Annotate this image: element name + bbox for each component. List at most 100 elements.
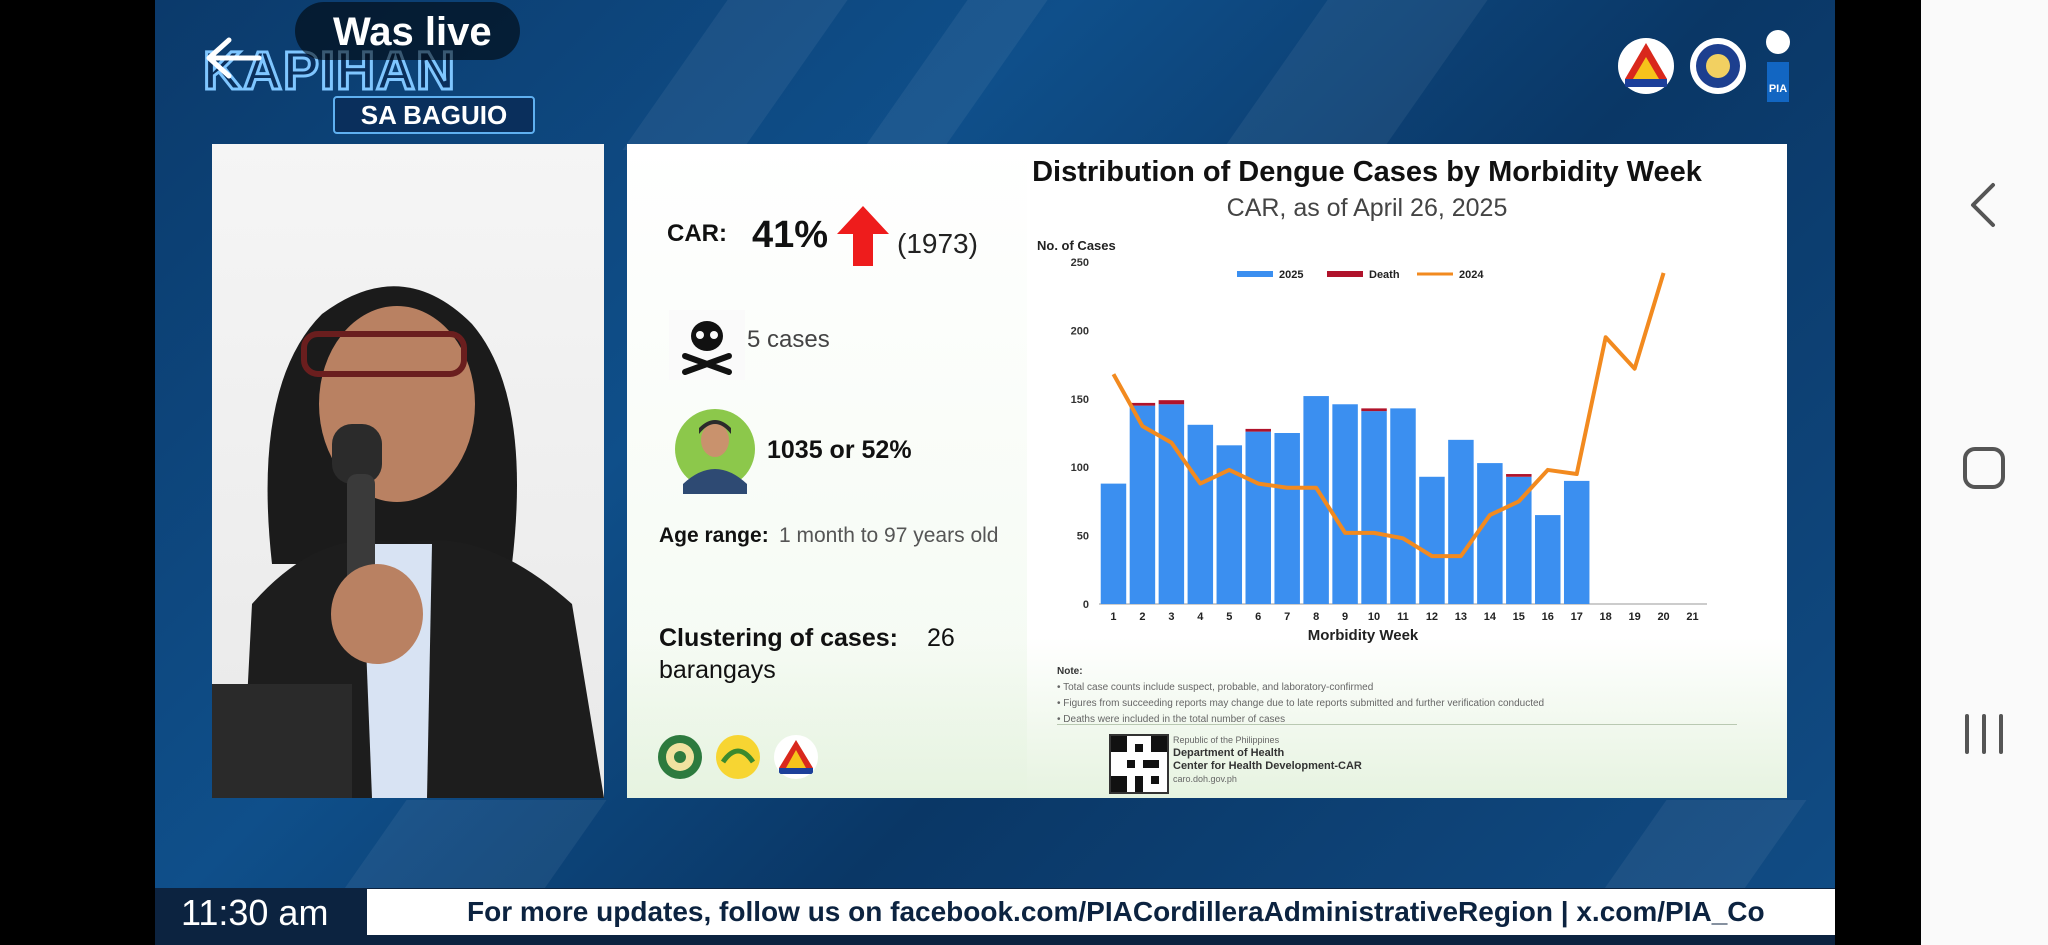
bar-death (1245, 428, 1271, 432)
bar-2025 (1129, 405, 1156, 604)
ticker-band: For more updates, follow us on facebook.… (367, 889, 1835, 935)
arrow-left-icon (206, 37, 262, 79)
video-frame[interactable]: KAPIHAN Was live SA BAGUIO PIA (155, 0, 1835, 945)
notes-title: Note: (1057, 666, 1083, 677)
live-status-pill (295, 2, 520, 60)
x-tick-label: 17 (1571, 611, 1583, 623)
bar-2025 (1100, 483, 1127, 604)
system-recents-button[interactable] (1921, 684, 2048, 784)
skull-crossbones-icon (682, 321, 732, 375)
doh-line: Department of Health (1173, 747, 1285, 759)
deaths-icon-box (669, 310, 745, 380)
system-back-button[interactable] (1921, 155, 2048, 255)
live-status-label: Was live (333, 10, 492, 54)
x-tick-label: 15 (1513, 611, 1525, 623)
bar-2025 (1448, 439, 1474, 604)
presentation-slide: CAR: 41% (1973) 5 cases 1035 or 52% Age … (627, 144, 1787, 798)
y-tick-label: 250 (1071, 257, 1089, 269)
footer-divider (1057, 724, 1737, 725)
x-tick-label: 7 (1284, 611, 1290, 623)
bar-2025 (1535, 515, 1561, 604)
bar-2025 (1332, 404, 1358, 604)
bg-stripe (343, 800, 607, 890)
y-tick-label: 50 (1077, 531, 1089, 543)
bar-2025 (1361, 411, 1387, 604)
x-tick-label: 2 (1139, 611, 1145, 623)
show-subtitle: SA BAGUIO (333, 96, 535, 134)
bagong-pilipinas-logo (1618, 38, 1674, 94)
x-axis-label: Morbidity Week (1308, 627, 1419, 644)
health-program-logo (716, 735, 760, 779)
doh-seal-logo (658, 735, 702, 779)
bar-2025 (1390, 408, 1416, 604)
home-square-icon (1963, 447, 2005, 489)
x-tick-label: 11 (1397, 611, 1409, 623)
speaker-image (212, 286, 604, 798)
legend-label: 2025 (1279, 269, 1303, 281)
bar-2025 (1187, 424, 1214, 604)
bar-2025 (1245, 431, 1271, 604)
qr-code[interactable] (1109, 734, 1169, 794)
x-tick-label: 20 (1657, 611, 1669, 623)
system-home-button[interactable] (1921, 418, 2048, 518)
bar-2025 (1477, 463, 1503, 604)
clustering-value: 26 (927, 624, 955, 652)
bar-death (1158, 400, 1185, 405)
bg-stripe (1603, 800, 1807, 890)
chart-subtitle: CAR, as of April 26, 2025 (1226, 194, 1508, 222)
x-tick-label: 4 (1197, 611, 1204, 623)
y-tick-label: 100 (1071, 462, 1089, 474)
doh-line: Center for Health Development-CAR (1173, 760, 1362, 772)
footer-logos (657, 734, 819, 780)
male-avatar-icon (675, 409, 755, 494)
x-tick-label: 14 (1484, 611, 1497, 623)
x-tick-label: 8 (1313, 611, 1319, 623)
y-tick-label: 200 (1071, 325, 1089, 337)
x-tick-label: 3 (1168, 611, 1174, 623)
y-tick-label: 150 (1071, 394, 1089, 406)
line-2024 (1111, 272, 1666, 559)
bg-stripe (1222, 0, 1488, 150)
bar-2025 (1419, 476, 1445, 604)
back-button[interactable] (203, 36, 263, 80)
partner-logos: PIA (1617, 28, 1795, 104)
legend-label: Death (1369, 269, 1400, 281)
clustering-label: Clustering of cases: (659, 624, 898, 652)
bagong-pilipinas-footer-logo (774, 735, 818, 779)
x-tick-label: 21 (1686, 611, 1698, 623)
arrow-up-icon (837, 206, 889, 266)
note-text: Total case counts include suspect, proba… (1063, 682, 1374, 693)
note-item: • Deaths were included in the total numb… (1057, 714, 1286, 725)
svg-text:PIA: PIA (1769, 83, 1787, 95)
bar-death (1129, 402, 1156, 406)
x-tick-label: 16 (1542, 611, 1554, 623)
x-tick-label: 18 (1600, 611, 1612, 623)
note-item: • Total case counts include suspect, pro… (1057, 682, 1374, 693)
doh-url: caro.doh.gov.ph (1173, 774, 1237, 784)
chevron-left-icon (1971, 183, 1995, 227)
note-text: Figures from succeeding reports may chan… (1063, 698, 1545, 709)
increase-percent: 41% (752, 214, 829, 256)
ticker-text: For more updates, follow us on facebook.… (467, 896, 1765, 927)
x-tick-label: 12 (1426, 611, 1438, 623)
bar-2025 (1158, 404, 1185, 604)
age-range-value: 1 month to 97 years old (779, 524, 999, 547)
chart-title: Distribution of Dengue Cases by Morbidit… (1032, 156, 1702, 188)
bar-death (1361, 408, 1387, 412)
chart-notes: Note: • Total case counts include suspec… (1057, 664, 1707, 728)
x-tick-label: 10 (1368, 611, 1380, 623)
doh-line: Republic of the Philippines (1173, 735, 1280, 745)
x-tick-label: 5 (1226, 611, 1232, 623)
bar-2025 (1563, 480, 1590, 604)
speaker-video (212, 144, 604, 798)
note-item: • Figures from succeeding reports may ch… (1057, 698, 1545, 709)
age-range-label: Age range: (659, 524, 769, 547)
x-tick-label: 1 (1110, 611, 1116, 623)
bg-stripe (862, 0, 1048, 150)
male-cases-stat: 1035 or 52% (767, 436, 912, 464)
pia-logo: PIA (1766, 30, 1790, 102)
slide-footer-band (627, 638, 1787, 798)
bar-2025 (1274, 433, 1300, 604)
legend-label: 2024 (1459, 269, 1484, 281)
